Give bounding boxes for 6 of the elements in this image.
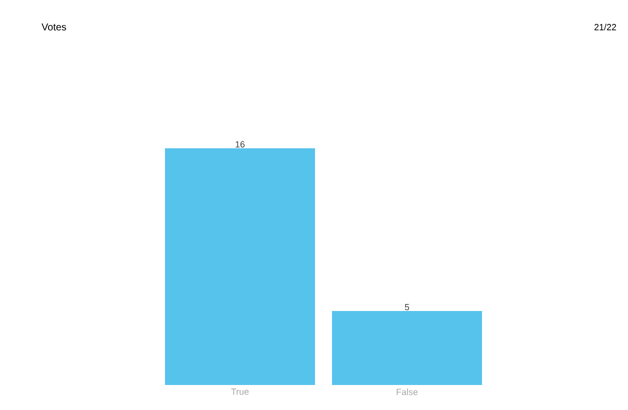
x-tick-label: False [396,388,418,396]
data-label: 16 [236,141,245,148]
x-tick-label: True [231,388,249,395]
data-label: 5 [404,304,410,310]
text: Votes [42,24,66,30]
text: 21/22 [594,24,616,30]
